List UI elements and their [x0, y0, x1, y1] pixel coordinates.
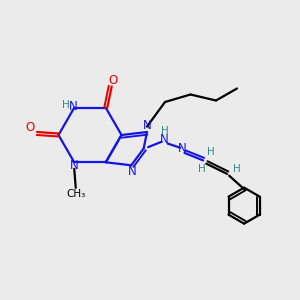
Text: H: H — [233, 164, 241, 174]
Text: N: N — [143, 119, 152, 132]
Text: O: O — [109, 74, 118, 87]
Text: H: H — [198, 164, 206, 174]
Text: N: N — [128, 165, 136, 178]
Text: N: N — [69, 100, 78, 113]
Text: H: H — [207, 147, 214, 157]
Text: N: N — [70, 159, 79, 172]
Text: CH₃: CH₃ — [66, 189, 86, 200]
Text: H: H — [62, 100, 70, 110]
Text: N: N — [160, 133, 169, 146]
Text: H: H — [161, 126, 169, 136]
Text: N: N — [178, 142, 187, 155]
Text: O: O — [26, 121, 35, 134]
